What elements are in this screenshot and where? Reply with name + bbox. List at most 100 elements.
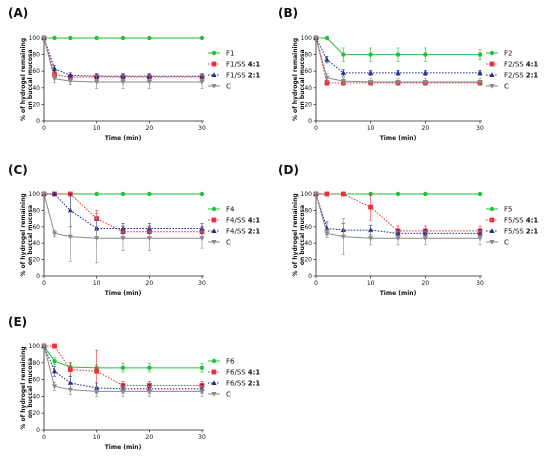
y-tick-label: 20 — [304, 101, 312, 108]
legend-swatch-marker — [211, 84, 217, 89]
data-point — [67, 367, 73, 372]
data-point — [51, 384, 58, 390]
series-2 — [41, 35, 205, 80]
legend-swatch-marker — [211, 240, 217, 245]
y-axis-label: % of hydrogel remainingon buccal mucosa — [20, 193, 34, 276]
data-point — [324, 191, 330, 197]
y-axis-label-line: on buccal mucosa — [299, 49, 306, 109]
series-3 — [41, 35, 205, 79]
legend-label-ratio: 2:1 — [526, 72, 539, 80]
data-point — [422, 79, 428, 85]
legend-label-ratio: 4:1 — [248, 369, 261, 377]
legend-label-name: F2/SS — [504, 72, 524, 80]
y-tick-label: 20 — [304, 257, 312, 264]
y-tick-label: 100 — [301, 35, 313, 42]
x-tick-label: 30 — [476, 280, 484, 287]
y-tick-label: 60 — [32, 224, 40, 231]
y-axis-label-line: % of hydrogel remaining — [20, 38, 27, 121]
x-axis-label: Time (min) — [380, 135, 417, 142]
series-1 — [41, 35, 205, 41]
data-point — [199, 191, 205, 197]
y-tick-label: 60 — [304, 68, 312, 75]
series-4 — [313, 192, 483, 255]
legend-label: C — [226, 391, 231, 399]
legend-swatch-marker — [489, 228, 495, 233]
x-tick-label: 10 — [367, 125, 375, 132]
y-tick-label: 100 — [29, 191, 41, 198]
y-axis-label-line: on buccal mucosa — [27, 205, 34, 265]
x-tick-label: 30 — [198, 280, 206, 287]
legend-label: F2 — [504, 50, 512, 58]
data-point — [395, 191, 401, 197]
data-point — [368, 236, 374, 242]
data-point — [120, 236, 126, 242]
chart-panel: (D) 0 20 40 60 80 100 0 10 20 30 Time (min) % of hyd… — [278, 163, 538, 297]
series-1 — [41, 343, 205, 373]
data-point — [324, 80, 330, 86]
legend-swatch-marker — [211, 72, 217, 77]
data-point — [340, 234, 346, 240]
x-tick-label: 10 — [93, 125, 101, 132]
data-point — [477, 70, 483, 75]
x-tick-label: 20 — [146, 434, 154, 441]
legend-swatch-marker — [211, 217, 217, 223]
data-point — [94, 79, 100, 85]
y-tick-label: 40 — [32, 240, 40, 247]
legend-swatch-marker — [489, 217, 495, 223]
series-1 — [313, 35, 483, 62]
y-tick-label: 80 — [304, 52, 312, 59]
legend-label-ratio: 2:1 — [248, 380, 261, 388]
chart-panel: (B) 0 20 40 60 80 100 0 10 20 30 Time (min) % of hyd… — [278, 6, 538, 142]
x-tick-label: 10 — [93, 280, 101, 287]
legend-label: F4/SS 2:1 — [226, 228, 260, 236]
data-point — [94, 368, 100, 374]
legend-label: F2/SS 4:1 — [504, 61, 538, 69]
data-point — [146, 236, 152, 242]
series-1 — [313, 191, 483, 197]
legend-label: F6/SS 4:1 — [226, 369, 260, 377]
y-axis-label: % of hydrogel remainingon buccal mucosa — [20, 38, 34, 121]
data-point — [147, 191, 152, 197]
y-tick-label: 0 — [36, 118, 40, 125]
x-tick-label: 10 — [93, 434, 101, 441]
data-point — [52, 358, 57, 364]
legend-label-name: F4/SS — [226, 228, 246, 236]
data-point — [199, 236, 205, 242]
data-point — [51, 76, 58, 82]
y-axis-label-line: % of hydrogel remaining — [292, 38, 299, 121]
legend-label: F1/SS 2:1 — [226, 72, 260, 80]
data-point — [120, 35, 126, 41]
data-point — [199, 35, 205, 41]
panel-label: (A) — [8, 6, 28, 20]
x-tick-label: 20 — [146, 125, 154, 132]
y-axis-label-line: on buccal mucosa — [27, 358, 34, 418]
data-point — [199, 225, 205, 231]
data-point — [94, 389, 100, 395]
y-tick-label: 20 — [32, 410, 40, 417]
data-point — [67, 72, 73, 78]
legend-label-name: F4/SS — [226, 217, 246, 225]
data-point — [51, 231, 58, 237]
y-tick-label: 80 — [32, 207, 40, 214]
x-tick-label: 0 — [42, 434, 46, 441]
data-point — [67, 234, 73, 240]
legend-label: F4 — [226, 206, 235, 214]
data-point — [41, 344, 47, 349]
legend-label: C — [504, 239, 509, 247]
legend-label: F1 — [226, 50, 234, 58]
data-point — [395, 236, 401, 242]
series-4 — [41, 192, 205, 264]
data-point — [51, 191, 58, 196]
y-axis-label-line: on buccal mucosa — [27, 49, 34, 109]
data-point — [395, 52, 401, 57]
data-point — [120, 365, 126, 371]
legend-label: F5 — [504, 206, 512, 214]
x-tick-label: 10 — [367, 280, 375, 287]
legend-label-name: F5/SS — [504, 217, 524, 225]
data-point — [120, 389, 126, 395]
series-line — [43, 37, 202, 78]
legend-label-name: C — [504, 83, 509, 91]
data-point — [477, 79, 483, 85]
legend-swatch-marker — [489, 206, 495, 212]
x-tick-label: 20 — [146, 280, 154, 287]
